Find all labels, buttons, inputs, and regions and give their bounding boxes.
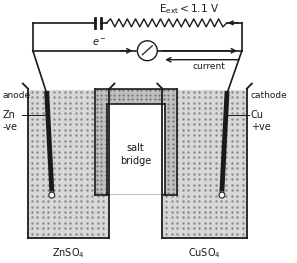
Bar <box>163 90 246 237</box>
Text: anode: anode <box>3 91 31 100</box>
Text: Zn: Zn <box>3 110 16 120</box>
Text: +ve: +ve <box>251 122 271 132</box>
Text: bridge: bridge <box>120 156 151 166</box>
Text: current: current <box>192 62 225 71</box>
Text: cathode: cathode <box>251 91 287 100</box>
Bar <box>94 89 177 195</box>
Text: salt: salt <box>127 143 144 153</box>
Text: $e^-$: $e^-$ <box>92 37 107 48</box>
Circle shape <box>49 192 55 198</box>
Text: Cu: Cu <box>251 110 264 120</box>
Text: -ve: -ve <box>3 122 18 132</box>
Circle shape <box>138 41 157 61</box>
Bar <box>108 104 164 194</box>
Circle shape <box>219 192 225 198</box>
Text: $\mathregular{E_{ext}}$$\mathregular{< 1.1\ V}$: $\mathregular{E_{ext}}$$\mathregular{< 1… <box>159 2 219 16</box>
Text: CuSO$_4$: CuSO$_4$ <box>188 246 221 260</box>
Bar <box>29 90 108 237</box>
Text: ZnSO$_4$: ZnSO$_4$ <box>52 246 85 260</box>
